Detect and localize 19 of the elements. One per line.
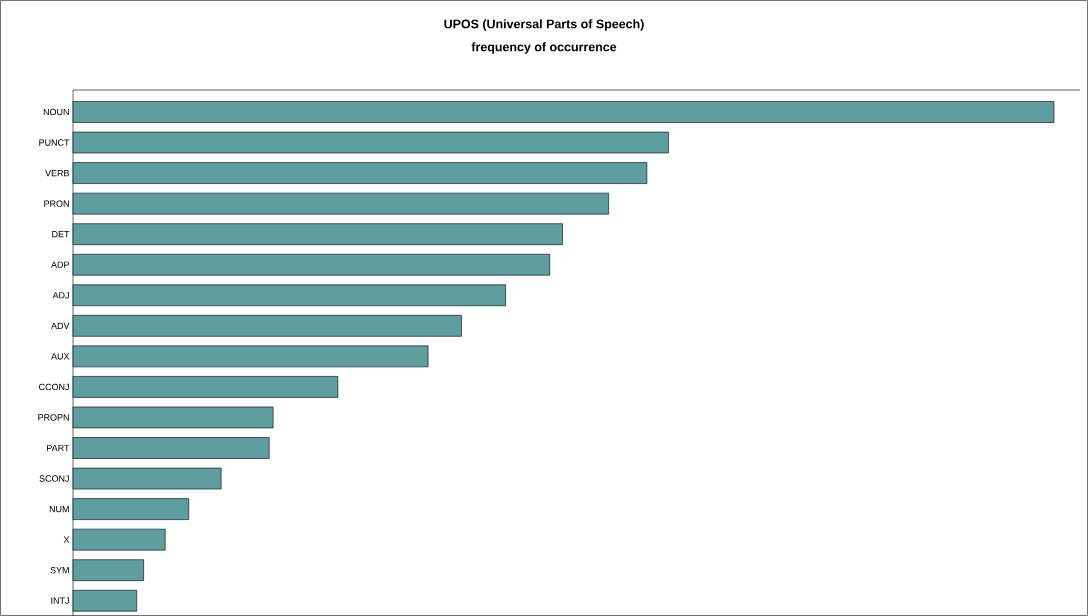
y-tick-label: PROPN: [38, 414, 69, 421]
y-tick-label: AUX: [51, 353, 70, 360]
y-tick-label: ADJ: [52, 292, 69, 299]
chart-subtitle: frequency of occurrence: [471, 42, 617, 54]
y-tick-label: CCONJ: [39, 383, 69, 391]
chart-title: UPOS (Universal Parts of Speech): [444, 19, 644, 31]
y-tick-label: PART: [47, 444, 70, 452]
y-tick-label: DET: [52, 231, 70, 238]
y-tick-label: PRON: [44, 200, 69, 207]
y-tick-label: INTJ: [51, 597, 69, 604]
y-tick-label: X: [63, 536, 70, 543]
y-tick-label: NUM: [49, 505, 69, 513]
y-tick-label: PUNCT: [39, 139, 70, 146]
y-tick-label: NOUN: [43, 108, 69, 116]
y-tick-label: SCONJ: [39, 475, 69, 482]
y-tick-label: ADV: [51, 322, 70, 329]
y-tick-label: ADP: [51, 261, 70, 268]
y-tick-label: VERB: [45, 170, 70, 177]
y-tick-label: SYM: [50, 567, 69, 574]
